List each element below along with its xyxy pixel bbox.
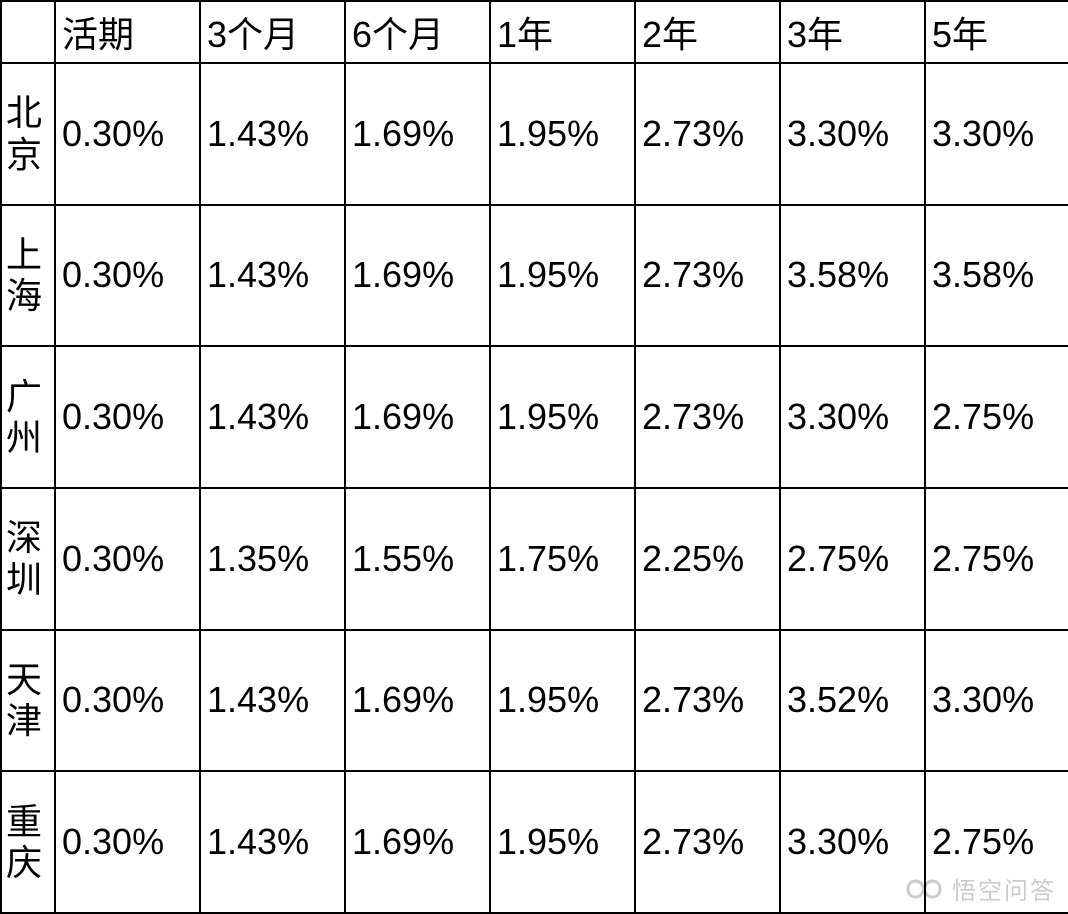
- table-header-1year: 1年: [490, 1, 635, 63]
- cell: 3.58%: [780, 205, 925, 347]
- cell: 0.30%: [55, 630, 200, 772]
- cell: 2.73%: [635, 63, 780, 205]
- cell: 1.43%: [200, 771, 345, 913]
- table-header-3year: 3年: [780, 1, 925, 63]
- cell: 1.95%: [490, 205, 635, 347]
- cell: 1.43%: [200, 630, 345, 772]
- cell: 3.52%: [780, 630, 925, 772]
- table-header-6month: 6个月: [345, 1, 490, 63]
- cell: 2.25%: [635, 488, 780, 630]
- cell: 0.30%: [55, 63, 200, 205]
- cell: 0.30%: [55, 205, 200, 347]
- row-label-guangzhou: 广州: [1, 346, 55, 488]
- cell: 1.95%: [490, 346, 635, 488]
- table-header-demand: 活期: [55, 1, 200, 63]
- cell: 3.30%: [925, 630, 1068, 772]
- cell: 3.30%: [780, 63, 925, 205]
- cell: 0.30%: [55, 771, 200, 913]
- cell: 1.43%: [200, 205, 345, 347]
- cell: 0.30%: [55, 346, 200, 488]
- table-row: 深圳 0.30% 1.35% 1.55% 1.75% 2.25% 2.75% 2…: [1, 488, 1068, 630]
- row-label-tianjin: 天津: [1, 630, 55, 772]
- cell: 1.95%: [490, 630, 635, 772]
- table-header-5year: 5年: [925, 1, 1068, 63]
- cell: 1.69%: [345, 346, 490, 488]
- table-body: 北京 0.30% 1.43% 1.69% 1.95% 2.73% 3.30% 3…: [1, 63, 1068, 913]
- cell: 1.43%: [200, 63, 345, 205]
- cell: 2.75%: [925, 488, 1068, 630]
- row-label-chongqing: 重庆: [1, 771, 55, 913]
- table-row: 广州 0.30% 1.43% 1.69% 1.95% 2.73% 3.30% 2…: [1, 346, 1068, 488]
- cell: 1.95%: [490, 771, 635, 913]
- cell: 1.35%: [200, 488, 345, 630]
- table-header-row: 活期 3个月 6个月 1年 2年 3年 5年: [1, 1, 1068, 63]
- row-label-shanghai: 上海: [1, 205, 55, 347]
- cell: 3.30%: [780, 346, 925, 488]
- row-label-shenzhen: 深圳: [1, 488, 55, 630]
- cell: 2.75%: [780, 488, 925, 630]
- cell: 1.69%: [345, 630, 490, 772]
- cell: 2.75%: [925, 346, 1068, 488]
- table-header-2year: 2年: [635, 1, 780, 63]
- cell: 3.58%: [925, 205, 1068, 347]
- table-header-3month: 3个月: [200, 1, 345, 63]
- table-row: 北京 0.30% 1.43% 1.69% 1.95% 2.73% 3.30% 3…: [1, 63, 1068, 205]
- interest-rate-table: 活期 3个月 6个月 1年 2年 3年 5年 北京 0.30% 1.43% 1.…: [0, 0, 1068, 914]
- table-row: 重庆 0.30% 1.43% 1.69% 1.95% 2.73% 3.30% 2…: [1, 771, 1068, 913]
- cell: 2.73%: [635, 630, 780, 772]
- cell: 3.30%: [780, 771, 925, 913]
- cell: 3.30%: [925, 63, 1068, 205]
- cell: 1.69%: [345, 205, 490, 347]
- cell: 0.30%: [55, 488, 200, 630]
- table-row: 上海 0.30% 1.43% 1.69% 1.95% 2.73% 3.58% 3…: [1, 205, 1068, 347]
- cell: 2.73%: [635, 346, 780, 488]
- cell: 1.95%: [490, 63, 635, 205]
- cell: 2.75%: [925, 771, 1068, 913]
- cell: 1.55%: [345, 488, 490, 630]
- cell: 1.69%: [345, 771, 490, 913]
- cell: 2.73%: [635, 205, 780, 347]
- table-header-empty: [1, 1, 55, 63]
- row-label-beijing: 北京: [1, 63, 55, 205]
- cell: 1.69%: [345, 63, 490, 205]
- cell: 1.75%: [490, 488, 635, 630]
- cell: 1.43%: [200, 346, 345, 488]
- table-row: 天津 0.30% 1.43% 1.69% 1.95% 2.73% 3.52% 3…: [1, 630, 1068, 772]
- cell: 2.73%: [635, 771, 780, 913]
